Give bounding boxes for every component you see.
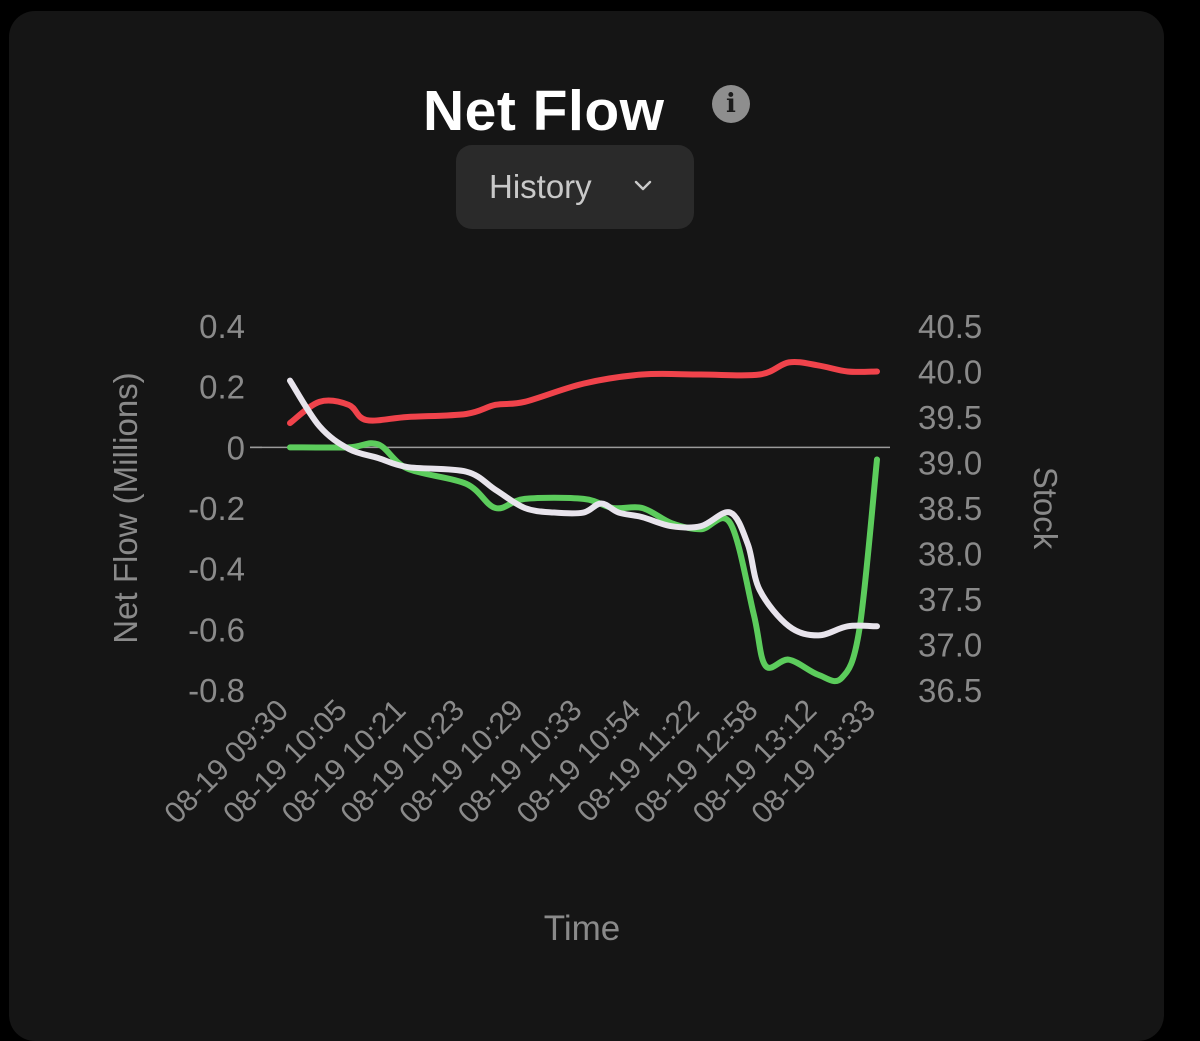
series-line-0: [287, 359, 880, 427]
y2-tick-label: 37.0: [918, 627, 982, 664]
chevron-down-icon: [634, 180, 652, 191]
y2-tick-label: 40.0: [918, 354, 982, 391]
y2-tick-label: 39.5: [918, 399, 982, 436]
history-dropdown[interactable]: History: [456, 145, 694, 229]
series-line-2: [287, 377, 880, 639]
y-tick-label: 0.4: [199, 308, 245, 345]
y-tick-label: 0: [227, 429, 245, 466]
x-axis-label: Time: [544, 909, 620, 948]
y-tick-label: -0.8: [188, 672, 245, 709]
y2-tick-label: 40.5: [918, 308, 982, 345]
y-tick-label: 0.2: [199, 369, 245, 406]
net-flow-chart: 0.4 0.2 0 -0.2 -0.4 -0.6 -0.8 40.5 40.0 39.5 39.0 3…: [107, 308, 1064, 948]
y-tick-label: -0.6: [188, 611, 245, 648]
y2-axis-label: Stock: [1027, 467, 1064, 550]
dropdown-label: History: [489, 168, 592, 205]
info-icon[interactable]: i: [712, 85, 750, 123]
y2-tick-label: 37.5: [918, 581, 982, 618]
y2-tick-label: 38.0: [918, 536, 982, 573]
series-line-1: [287, 440, 880, 685]
y2-tick-label: 39.0: [918, 445, 982, 482]
y-axis-label: Net Flow (Millions): [107, 372, 144, 643]
y2-tick-label: 38.5: [918, 490, 982, 527]
chart-title: Net Flow: [423, 79, 665, 143]
y-tick-label: -0.4: [188, 551, 245, 588]
y-tick-label: -0.2: [188, 490, 245, 527]
y2-tick-label: 36.5: [918, 672, 982, 709]
